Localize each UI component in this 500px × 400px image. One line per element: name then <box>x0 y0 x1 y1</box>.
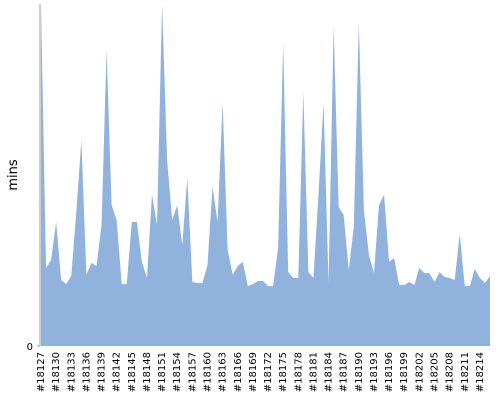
x-tick-label: #18187 <box>339 352 350 392</box>
x-tick-label: #18139 <box>97 352 108 392</box>
x-tick-label: #18142 <box>112 352 123 392</box>
x-tick-label: #18166 <box>233 352 244 392</box>
x-tick-label: #18145 <box>127 352 138 392</box>
x-tick-label: #18136 <box>81 352 92 392</box>
x-tick-label: #18178 <box>293 352 304 392</box>
y-tick-label: 0 <box>27 342 33 353</box>
x-tick-label: #18169 <box>248 352 259 392</box>
x-tick-label: #18205 <box>430 352 441 392</box>
x-tick-label: #18199 <box>399 352 410 392</box>
x-tick-label: #18196 <box>384 352 395 392</box>
area <box>41 4 490 346</box>
x-tick-label: #18160 <box>202 352 213 392</box>
x-tick-label: #18157 <box>187 352 198 392</box>
x-tick-label: #18175 <box>278 352 289 392</box>
x-tick-label: #18193 <box>369 352 380 392</box>
x-tick-label: #18211 <box>460 352 471 392</box>
y-axis-label: mins <box>6 159 21 191</box>
x-tick-label: #18148 <box>142 352 153 392</box>
x-tick-label: #18184 <box>324 352 335 392</box>
x-tick-label: #18181 <box>308 352 319 392</box>
x-tick-label: #18202 <box>414 352 425 392</box>
x-tick-label: #18151 <box>157 352 168 392</box>
x-tick-label: #18133 <box>66 352 77 392</box>
x-tick-label: #18130 <box>51 352 62 392</box>
x-tick-label: #18172 <box>263 352 274 392</box>
x-tick-label: #18208 <box>445 352 456 392</box>
x-tick-label: #18163 <box>218 352 229 392</box>
x-tick-label: #18127 <box>36 352 47 392</box>
x-tick-label: #18214 <box>475 352 486 392</box>
x-tick-label: #18190 <box>354 352 365 392</box>
x-tick-label: #18154 <box>172 352 183 392</box>
